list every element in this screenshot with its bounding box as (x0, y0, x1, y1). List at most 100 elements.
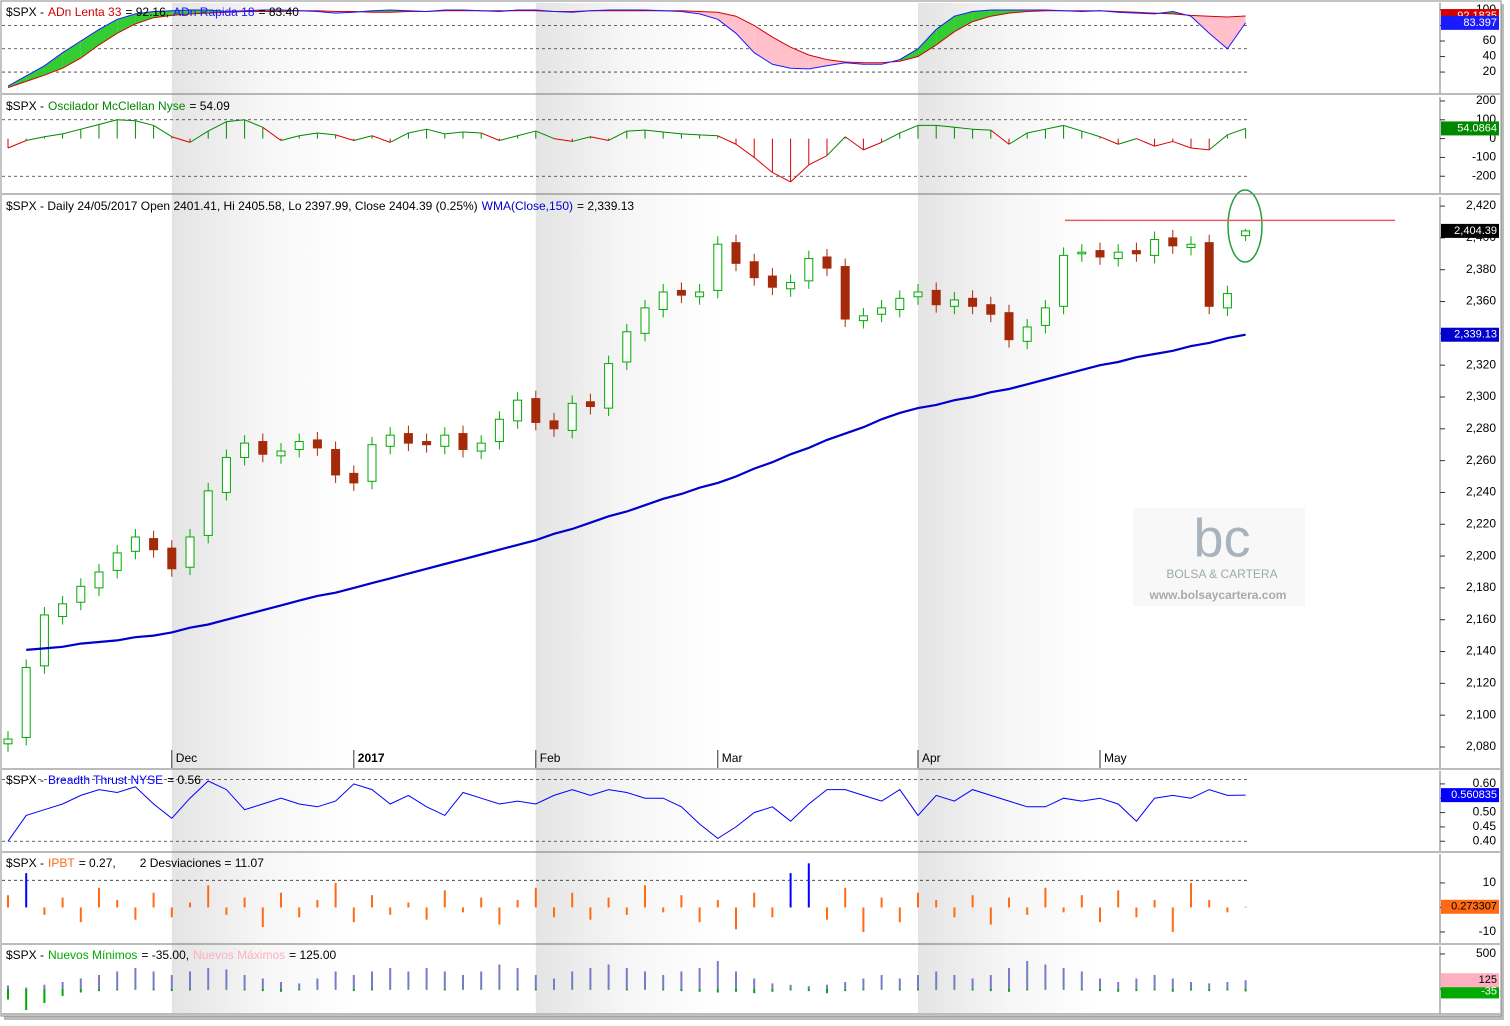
candle-body (258, 441, 268, 455)
series-segment (735, 143, 755, 158)
legend-value: = 125.00 (289, 948, 336, 962)
band (135, 11, 154, 24)
y-tick-label: 2,280 (1466, 421, 1496, 435)
legend-value: = -35.00, (141, 948, 189, 962)
y-tick-label: -10 (1479, 924, 1497, 938)
legend-name: Oscilador McClellan Nyse (48, 99, 186, 113)
candle-body (713, 243, 723, 291)
candle-body (604, 363, 614, 409)
y-tick-label: -100 (1472, 150, 1496, 164)
last-value-box (1441, 223, 1499, 238)
candle-body (531, 398, 541, 423)
series-segment (1154, 140, 1173, 147)
x-tick-label: Mar (722, 751, 743, 765)
series-line (26, 333, 1246, 651)
candle-body (931, 289, 941, 306)
x-tick-label: 2017 (358, 751, 385, 765)
legend-value: = 92.16, (125, 5, 169, 19)
watermark-logo: bc (1193, 508, 1250, 568)
series-segment (317, 132, 336, 136)
y-tick-label: 0.60 (1473, 776, 1497, 790)
series-segment (62, 128, 81, 135)
series-segment (462, 131, 482, 134)
series-segment (1118, 138, 1137, 145)
candle-body (1222, 293, 1232, 309)
series-segment (881, 132, 901, 143)
last-value-label: -35 (1481, 985, 1497, 997)
last-value-box (1441, 327, 1499, 342)
series-segment (371, 135, 391, 143)
series-segment (1208, 134, 1228, 151)
band (754, 25, 773, 65)
series-segment (408, 128, 427, 134)
candle-body (786, 281, 796, 290)
panel-title: $SPX - Nuevos Mínimos = -35.00, Nuevos Máxi… (6, 948, 336, 962)
series-segment (535, 130, 555, 140)
x-tick-label: May (1104, 751, 1127, 765)
candle-body (76, 585, 86, 603)
y-tick-label: 2,320 (1466, 357, 1496, 371)
y-tick-label: 0.50 (1473, 805, 1497, 819)
candle-body (986, 304, 996, 315)
band (918, 29, 937, 57)
band (117, 13, 136, 34)
series-segment (426, 128, 445, 135)
y-tick-label: 60 (1483, 33, 1497, 47)
y-tick-label: 2,100 (1466, 707, 1496, 721)
last-value-label: 2,339.13 (1454, 329, 1497, 341)
series-segment (189, 130, 209, 143)
legend-value: = 0.27, (79, 856, 116, 870)
y-tick-label: 2,300 (1466, 389, 1496, 403)
candle-body (840, 266, 850, 320)
band (99, 19, 118, 45)
series-segment (481, 132, 500, 141)
month-band (171, 3, 354, 1013)
y-tick-label: 2,220 (1466, 516, 1496, 530)
band (717, 12, 736, 34)
candle-body (804, 258, 814, 282)
title-text: $SPX - (6, 99, 44, 113)
candle-body (585, 401, 595, 408)
candle-body (58, 603, 68, 618)
candle-body (294, 441, 304, 450)
highlight-ellipse (1227, 189, 1263, 263)
title-text: $SPX - Daily 24/05/2017 Open 2401.41, Hi… (6, 199, 478, 213)
series-segment (699, 134, 718, 137)
legend-name: Nuevos Máximos (193, 948, 285, 962)
panel-title: $SPX - Breadth Thrust NYSE = 0.56 (6, 773, 201, 787)
candle-body (1040, 307, 1050, 326)
series-segment (226, 119, 245, 123)
legend-name: Breadth Thrust NYSE (48, 773, 163, 787)
candle-body (276, 450, 286, 457)
band (790, 47, 809, 69)
legend-name: Nuevos Mínimos (48, 948, 137, 962)
candle-body (331, 448, 341, 476)
title-text: $SPX - (6, 773, 44, 787)
legend-value: = 0.56 (167, 773, 201, 787)
candle-body (731, 242, 741, 264)
series-segment (244, 119, 263, 128)
candle-body (640, 307, 650, 334)
panel-title: $SPX - Oscilador McClellan Nyse = 54.09 (6, 99, 230, 113)
y-tick-label: 2,200 (1466, 548, 1496, 562)
series-segment (626, 129, 646, 132)
series-segment (499, 135, 518, 141)
series-segment (572, 136, 591, 142)
last-value-box (1441, 899, 1499, 914)
series-segment (990, 129, 1010, 145)
title-note: 2 Desviaciones = 11.07 (140, 856, 265, 870)
candle-body (567, 402, 577, 431)
candle-body (877, 307, 887, 315)
last-value-box (1441, 984, 1499, 999)
candle-body (767, 275, 777, 288)
candle-body (913, 291, 923, 298)
month-shading (171, 3, 1100, 1013)
candle-body (494, 418, 504, 443)
series-segment (1172, 140, 1192, 149)
last-value-label: 83.397 (1463, 17, 1497, 29)
candle-body (695, 291, 705, 298)
band (808, 54, 827, 69)
series-segment (1099, 136, 1119, 145)
y-tick-label: 2,160 (1466, 612, 1496, 626)
